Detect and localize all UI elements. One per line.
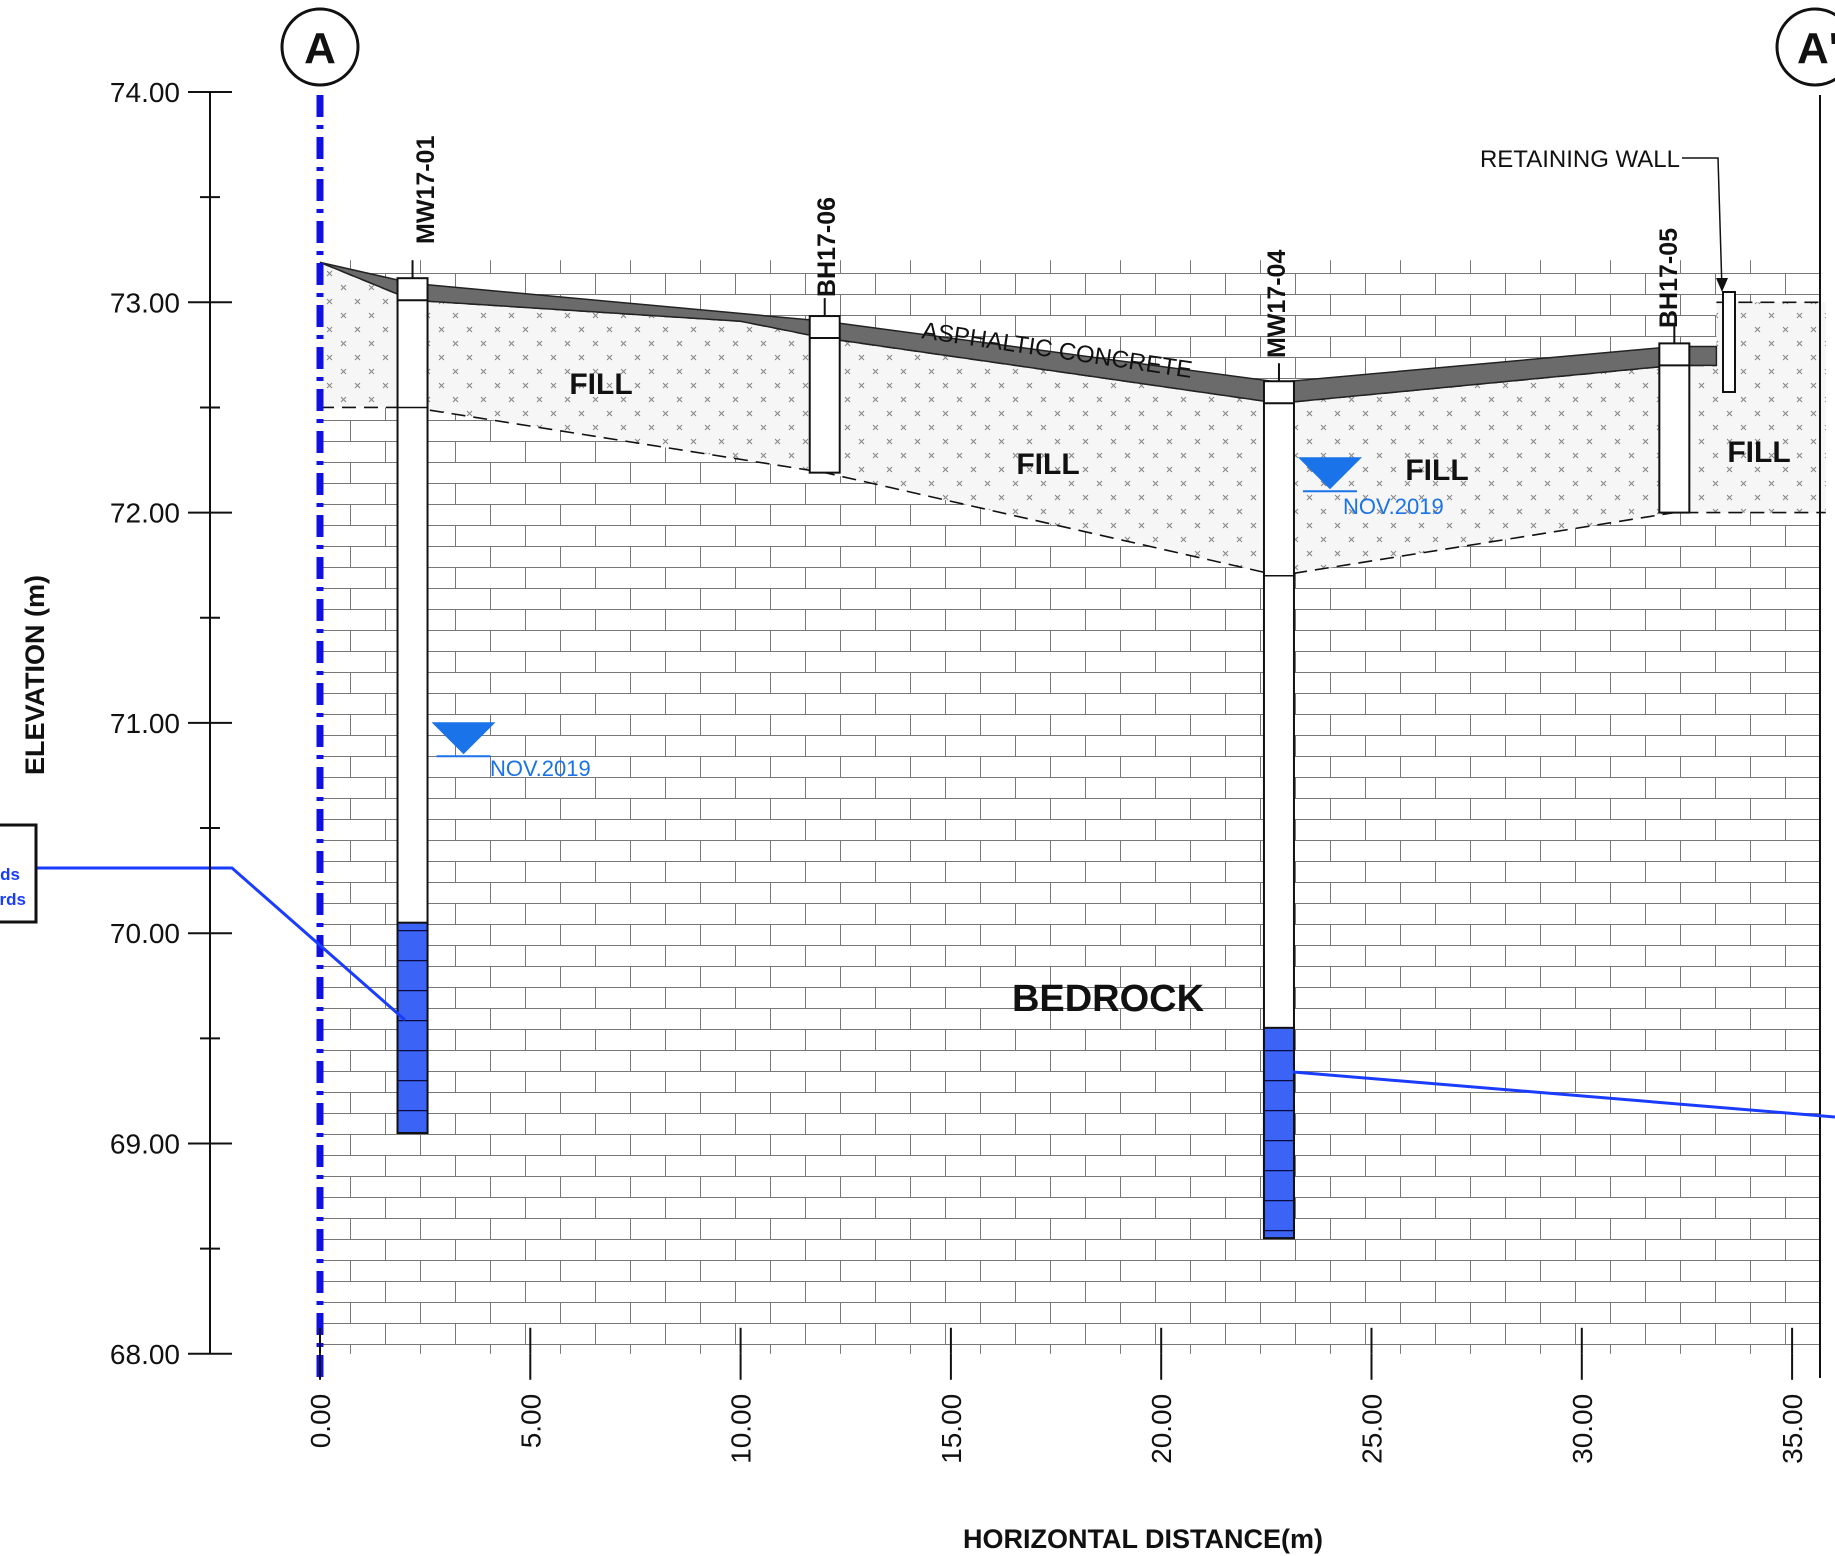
water-level-label-mw17-04: NOV.2019 (1343, 494, 1444, 519)
y-tick-label: 73.00 (110, 287, 180, 318)
svg-text:A: A (304, 24, 336, 73)
x-tick-label: 20.00 (1146, 1394, 1177, 1464)
y-tick-label: 69.00 (110, 1129, 180, 1160)
borehole-column-bh17-05 (1658, 342, 1691, 514)
x-tick-label: 0.00 (305, 1394, 336, 1449)
x-axis: 0.00 5.00 10.00 15.00 20.00 25.00 30.00 35.00 (305, 1327, 1808, 1464)
legend-box: ds rds (0, 823, 38, 924)
water-level-triangle-mw17-04 (1297, 457, 1362, 490)
bedrock-label: BEDROCK (1012, 978, 1205, 1020)
borehole-column-bh17-06 (808, 315, 841, 474)
x-tick-label: 35.00 (1777, 1394, 1808, 1464)
borehole-label-mw17-01: MW17-01 (412, 136, 440, 244)
fill-label-4: FILL (1727, 436, 1790, 469)
y-tick-label: 68.00 (110, 1339, 180, 1370)
y-tick-label: 71.00 (110, 708, 180, 739)
section-marker-start: A (280, 7, 360, 87)
y-tick-label: 72.00 (110, 498, 180, 529)
x-axis-title: HORIZONTAL DISTANCE(m) (963, 1524, 1323, 1554)
legend-text-1: ds (0, 865, 20, 884)
bedrock-surface-line (0, 866, 406, 1022)
borehole-label-bh17-05: BH17-05 (1655, 228, 1683, 328)
svg-text:A': A' (1797, 24, 1835, 73)
retaining-wall: RETAINING WALL (1480, 146, 1736, 393)
water-level-triangle-mw17-01 (431, 722, 496, 755)
fill-label-1: FILL (569, 368, 632, 401)
legend-text-2: rds (0, 890, 26, 909)
y-axis-title: ELEVATION (m) (20, 575, 50, 775)
x-tick-label: 10.00 (726, 1394, 757, 1464)
soil-layers (319, 260, 1835, 1556)
borehole-columns (396, 260, 1691, 1240)
fill-label-3: FILL (1405, 454, 1468, 487)
water-levels (431, 457, 1362, 758)
y-tick-label: 74.00 (110, 77, 180, 108)
well-screen-mw17-01 (396, 921, 429, 1134)
y-axis: 74.00 73.00 72.00 71.00 70.00 69.00 68.00 (110, 77, 232, 1370)
borehole-label-bh17-06: BH17-06 (813, 197, 841, 297)
bedrock-surface-line-right (1292, 1070, 1835, 1119)
x-tick-label: 30.00 (1567, 1394, 1598, 1464)
y-tick-label: 70.00 (110, 918, 180, 949)
x-tick-label: 5.00 (515, 1394, 546, 1449)
fill-layer (320, 262, 1826, 576)
section-marker-end: A' (1775, 7, 1835, 87)
fill-label-2: FILL (1016, 448, 1079, 481)
borehole-label-mw17-04: MW17-04 (1263, 250, 1291, 358)
well-screen-mw17-04 (1262, 1026, 1295, 1240)
retaining-wall-label: RETAINING WALL (1480, 146, 1680, 173)
water-level-label-mw17-01: NOV.2019 (490, 756, 591, 781)
x-tick-label: 15.00 (936, 1394, 967, 1464)
x-tick-label: 25.00 (1357, 1394, 1388, 1464)
